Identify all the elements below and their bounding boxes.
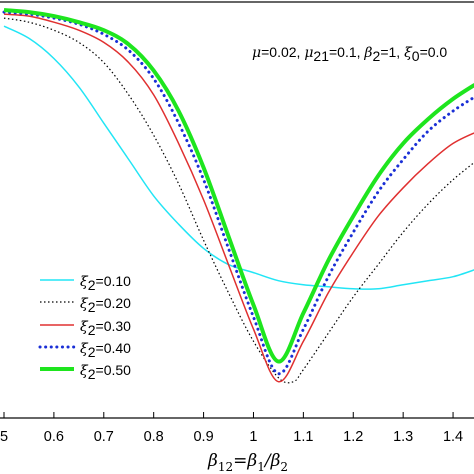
series-line-3	[3, 13, 474, 383]
x-tick-label: 1.3	[393, 429, 413, 445]
series-line-5	[3, 8, 474, 364]
x-tick-label: 0.9	[193, 429, 213, 445]
x-tick-label: 0.8	[144, 429, 164, 445]
x-tick-label: 1	[249, 429, 257, 445]
legend-item: ξ2=0.50	[40, 362, 131, 382]
legend-item: ξ2=0.40	[38, 340, 131, 360]
x-tick-label: 0.7	[94, 429, 114, 445]
x-tick-label: 0.6	[44, 429, 64, 445]
legend-item: ξ2=0.20	[40, 295, 131, 315]
legend-label: ξ2=0.40	[80, 340, 131, 360]
x-tick-label: 5	[0, 429, 8, 445]
legend-item: ξ2=0.30	[40, 318, 131, 338]
x-tick-label: 1.2	[343, 429, 363, 445]
legend: ξ2=0.10 ξ2=0.20 ξ2=0.30 ξ2=0.40 ξ2=0.50	[38, 273, 131, 382]
x-axis-label: β12=β1/β2	[207, 451, 288, 474]
legend-label: ξ2=0.30	[80, 318, 131, 338]
plot-frame	[0, 1, 474, 419]
parameter-annotation: μ=0.02, μ21=0.1, β2=1, ξ0=0.0	[252, 44, 447, 64]
series-line-2	[3, 17, 474, 384]
x-tick-label: 1.1	[293, 429, 313, 445]
legend-item: ξ2=0.10	[40, 273, 131, 293]
x-tick-label: 1.4	[443, 429, 463, 445]
legend-label: ξ2=0.20	[80, 295, 131, 315]
legend-label: ξ2=0.10	[80, 273, 131, 293]
series-layer	[2, 8, 474, 384]
x-ticks: 5 0.6 0.7 0.8 0.9 1 1.1 1.2 1.3 1.4	[0, 412, 463, 445]
series-line-4	[2, 10, 474, 376]
legend-label: ξ2=0.50	[80, 362, 131, 382]
